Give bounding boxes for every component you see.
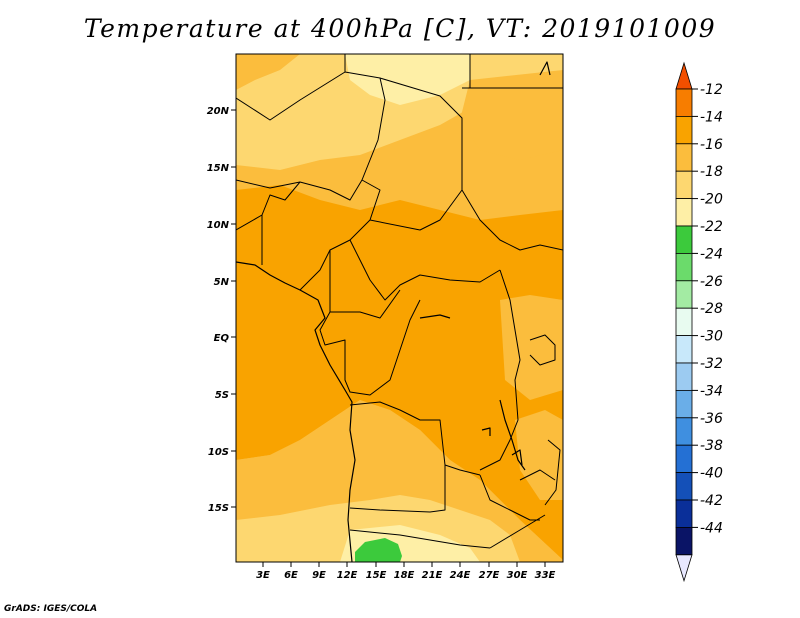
- colorbar-swatch: [675, 417, 693, 446]
- lon-label: 3E: [256, 570, 270, 581]
- temperature-field: [236, 54, 563, 562]
- colorbar-swatch: [675, 472, 693, 501]
- colorbar-swatch: [675, 116, 693, 145]
- colorbar-swatch: [675, 389, 693, 419]
- colorbar-label: -40: [700, 466, 723, 482]
- lon-label: 6E: [284, 570, 298, 581]
- lon-label: 21E: [422, 570, 443, 581]
- colorbar-label: -16: [700, 137, 723, 153]
- lon-label: 33E: [535, 570, 556, 581]
- colorbar-swatch: [675, 527, 693, 556]
- colorbar-label: -12: [700, 82, 723, 98]
- coastline: [236, 61, 551, 562]
- colorbar-swatch: [675, 88, 693, 117]
- colorbar-label: -20: [700, 192, 723, 208]
- axis-ticks: [231, 109, 546, 567]
- colorbar-swatch: [675, 444, 693, 474]
- lon-label: 24E: [450, 570, 471, 581]
- lon-label: 9E: [312, 570, 326, 581]
- band-14-16-central: [236, 185, 563, 560]
- colorbar-swatch: [675, 499, 693, 528]
- colorbar-label: -28: [700, 301, 723, 317]
- colorbar: -12 -14 -16 -18 -20 -22 -24 -26 -28 -30 -32 -34 -36 -…: [675, 61, 723, 583]
- lon-label: 30E: [507, 570, 528, 581]
- lon-label: 15E: [366, 570, 387, 581]
- lon-labels: 3E 6E 9E 12E 15E 18E 21E 24E 27E 30E 33E: [256, 570, 555, 581]
- lat-labels: 20N 15N 10N 5N EQ 5S 10S 15S: [207, 106, 230, 514]
- lat-label: 5S: [215, 390, 229, 401]
- colorbar-swatch: [675, 362, 693, 391]
- lat-label: 20N: [207, 106, 230, 117]
- lat-label: EQ: [214, 333, 230, 344]
- lon-label: 18E: [394, 570, 415, 581]
- colorbar-label: -14: [700, 109, 723, 125]
- colorbar-label: -32: [700, 356, 723, 372]
- colorbar-label: -22: [700, 219, 723, 235]
- colorbar-label: -44: [700, 520, 723, 536]
- lat-label: 15S: [208, 503, 229, 514]
- colorbar-swatch: [675, 170, 693, 199]
- country-borders: [236, 54, 563, 549]
- band-16-18-east: [500, 295, 563, 400]
- colorbar-swatch: [675, 307, 693, 337]
- lon-label: 27E: [479, 570, 500, 581]
- colorbar-swatch: [675, 335, 693, 364]
- lon-label: 12E: [337, 570, 358, 581]
- colorbar-label: -24: [700, 246, 723, 262]
- colorbar-swatch: [675, 225, 693, 254]
- colorbar-label: -30: [700, 329, 723, 345]
- lat-label: 10S: [208, 447, 229, 458]
- lat-label: 5N: [214, 277, 230, 288]
- colorbar-label: -34: [700, 383, 723, 399]
- colorbar-label: -38: [700, 438, 723, 454]
- colorbar-label: -36: [700, 411, 723, 427]
- colorbar-label: -18: [700, 164, 723, 180]
- band-20-22-north: [345, 54, 470, 105]
- band-22-24-patch: [355, 538, 402, 562]
- colorbar-bottom-arrow: [675, 554, 693, 583]
- colorbar-label: -42: [700, 493, 723, 509]
- band-16-18-northwest: [236, 54, 300, 90]
- colorbar-top-arrow: [675, 61, 693, 90]
- colorbar-label: -26: [700, 274, 723, 290]
- colorbar-swatch: [675, 280, 693, 309]
- colorbar-swatch: [675, 252, 693, 282]
- map-frame: [235, 53, 564, 563]
- credit-label: GrADS: IGES/COLA: [4, 604, 98, 614]
- lat-label: 15N: [207, 163, 230, 174]
- colorbar-swatch: [675, 143, 693, 172]
- band-16-18-northeast: [460, 70, 563, 160]
- lat-label: 10N: [207, 220, 230, 231]
- map-title: Temperature at 400hPa [C], VT: 201910100…: [83, 14, 717, 43]
- colorbar-swatch: [675, 198, 693, 227]
